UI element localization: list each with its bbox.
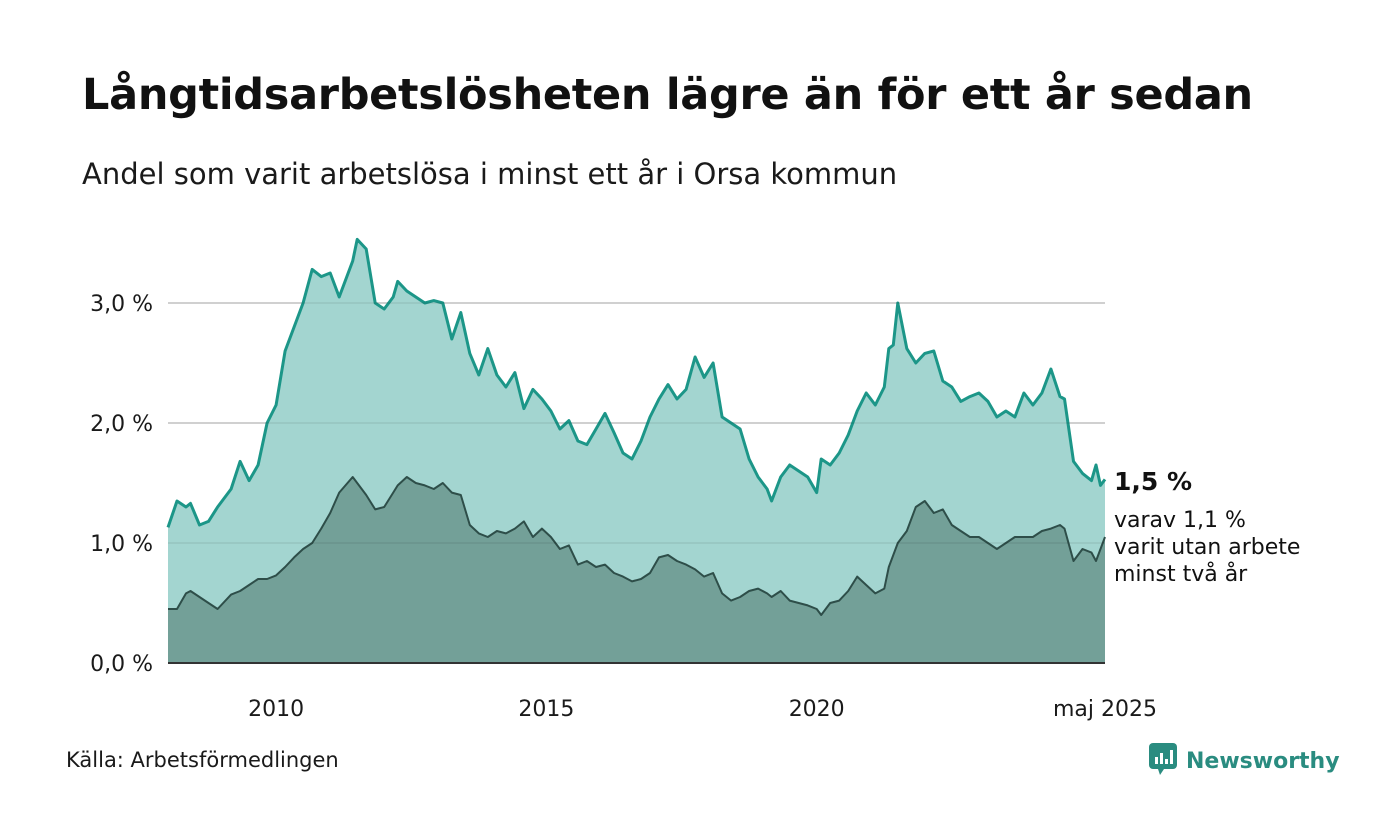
chart-axes: 0,0 % 1,0 % 2,0 % 3,0 % 2010 2015 2020 maj 2025 <box>90 292 1157 722</box>
newsworthy-logo-icon <box>1148 742 1178 780</box>
long-area <box>168 477 1105 663</box>
y-tick-label: 2,0 % <box>90 412 153 437</box>
long-term-label-line-3: minst två år <box>1114 561 1248 587</box>
x-tick-label: maj 2025 <box>1053 697 1157 722</box>
long-term-label-line-2: varit utan arbete <box>1114 535 1300 560</box>
x-tick-label: 2010 <box>248 697 304 722</box>
chart-subtitle: Andel som varit arbetslösa i minst ett å… <box>82 157 898 191</box>
total-line <box>166 237 1107 528</box>
long-line <box>168 476 1106 616</box>
chart-annotations: 1,5 % varav 1,1 % varit utan arbete mins… <box>1114 467 1300 587</box>
chart-title: Långtidsarbetslösheten lägre än för ett … <box>82 70 1253 120</box>
y-tick-label: 0,0 % <box>90 652 153 677</box>
x-tick-label: 2015 <box>518 697 574 722</box>
y-tick-label: 1,0 % <box>90 532 153 557</box>
chart-areas <box>166 237 1107 663</box>
brand-name: Newsworthy <box>1186 748 1340 774</box>
long-term-label-line-1: varav 1,1 % <box>1114 508 1246 533</box>
brand-logo[interactable]: Newsworthy <box>1148 742 1340 780</box>
x-tick-label: 2020 <box>789 697 845 722</box>
source-note: Källa: Arbetsförmedlingen <box>66 748 339 772</box>
y-tick-label: 3,0 % <box>90 292 153 317</box>
total-value-label: 1,5 % <box>1114 467 1192 496</box>
